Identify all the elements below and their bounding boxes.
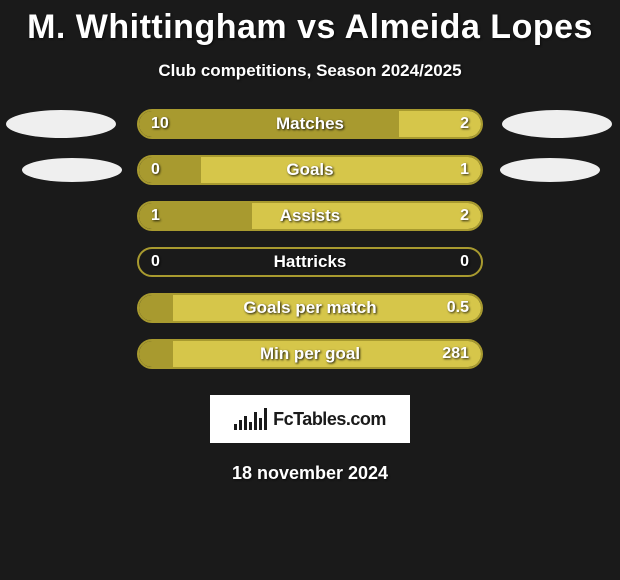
bar-track: 0 1 Goals [137,155,483,185]
value-right: 0.5 [447,299,469,317]
bar-track: 10 2 Matches [137,109,483,139]
fctables-logo[interactable]: FcTables.com [210,395,410,443]
value-right: 1 [460,161,469,179]
page-title: M. Whittingham vs Almeida Lopes [0,8,620,47]
bar-fill-left [139,157,201,183]
team-badge-right [500,158,600,182]
value-left: 10 [151,115,169,133]
metric-row: 10 2 Matches [0,109,620,139]
value-right: 2 [460,115,469,133]
vs-separator: vs [297,8,336,46]
metric-row: 281 Min per goal [0,339,620,369]
bar-track: 0 0 Hattricks [137,247,483,277]
bar-track: 281 Min per goal [137,339,483,369]
bar-fill-left [139,295,173,321]
value-left: 0 [151,161,160,179]
bar-track: 0.5 Goals per match [137,293,483,323]
player2-name: Almeida Lopes [345,8,593,46]
metric-label: Min per goal [260,344,360,364]
value-right: 281 [442,345,469,363]
bar-track: 1 2 Assists [137,201,483,231]
metric-label: Hattricks [274,252,347,272]
metric-label: Goals per match [243,298,376,318]
metric-label: Goals [286,160,333,180]
value-left: 0 [151,253,160,271]
team-badge-left [22,158,122,182]
date-label: 18 november 2024 [0,463,620,484]
subtitle: Club competitions, Season 2024/2025 [0,61,620,81]
comparison-card: M. Whittingham vs Almeida Lopes Club com… [0,0,620,484]
metrics-list: 10 2 Matches 0 1 Goals 1 2 Assists 0 0 Hattricks 0.5… [0,109,620,369]
bar-fill-left [139,111,399,137]
team-badge-right [502,110,612,138]
metric-row: 0 1 Goals [0,155,620,185]
logo-text: FcTables.com [273,409,386,430]
metric-row: 1 2 Assists [0,201,620,231]
logo-bars-icon [234,408,267,430]
player1-name: M. Whittingham [27,8,287,46]
metric-row: 0 0 Hattricks [0,247,620,277]
metric-row: 0.5 Goals per match [0,293,620,323]
bar-fill-right [201,157,481,183]
value-right: 2 [460,207,469,225]
bar-fill-left [139,341,173,367]
team-badge-left [6,110,116,138]
metric-label: Matches [276,114,344,134]
value-left: 1 [151,207,160,225]
metric-label: Assists [280,206,340,226]
value-right: 0 [460,253,469,271]
